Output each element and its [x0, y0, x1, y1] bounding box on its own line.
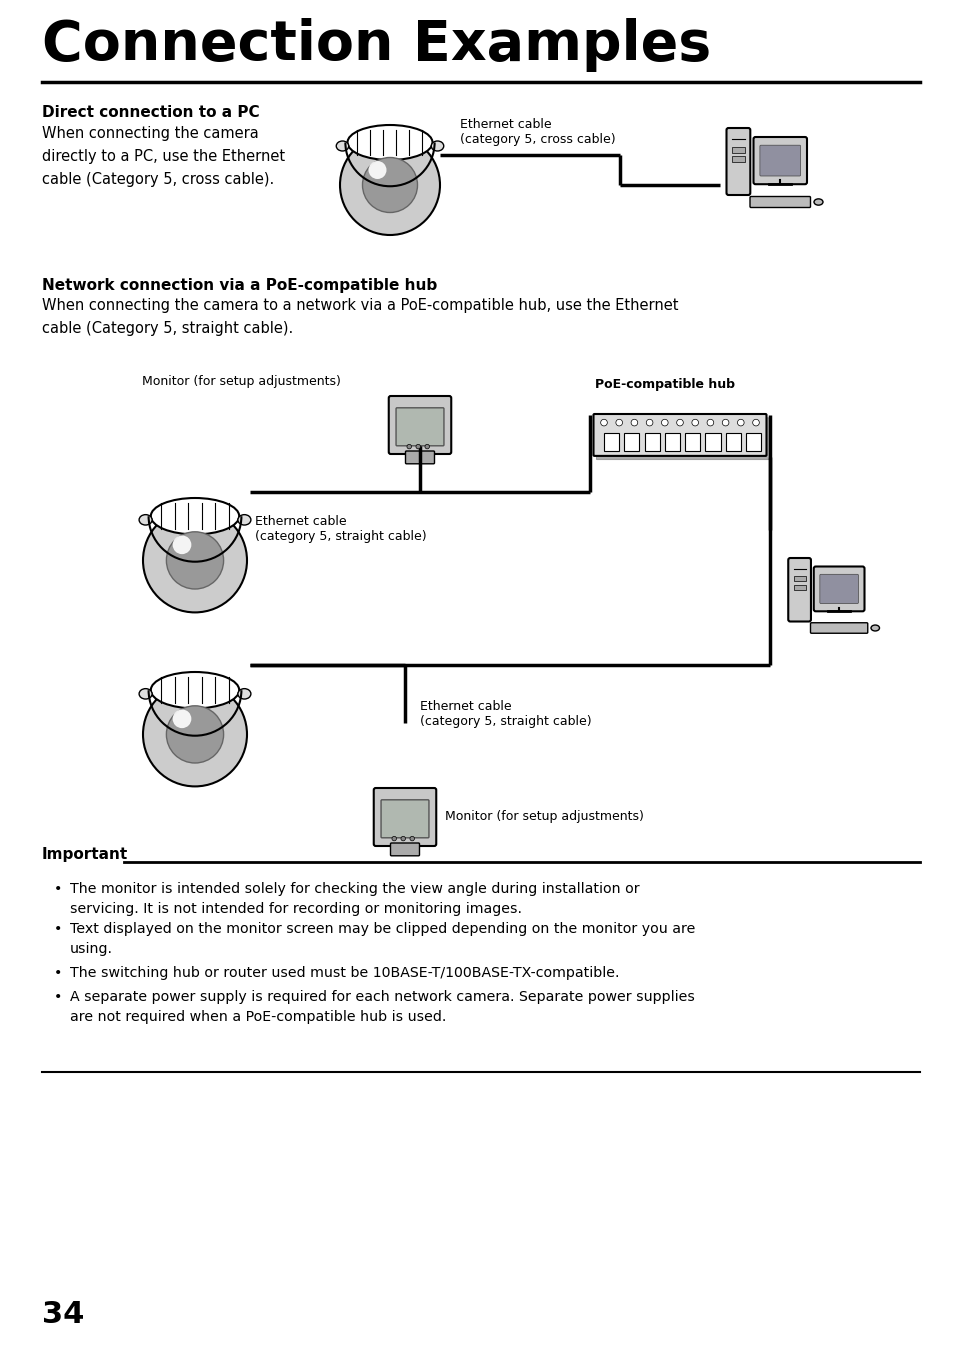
Bar: [704, 433, 720, 452]
Text: When connecting the camera
directly to a PC, use the Ethernet
cable (Category 5,: When connecting the camera directly to a…: [42, 126, 285, 187]
Text: Direct connection to a PC: Direct connection to a PC: [42, 105, 259, 120]
Text: Monitor (for setup adjustments): Monitor (for setup adjustments): [444, 810, 643, 823]
Circle shape: [362, 157, 417, 212]
Circle shape: [721, 419, 728, 426]
Ellipse shape: [151, 672, 239, 708]
Text: •: •: [54, 965, 62, 980]
Bar: [793, 576, 804, 581]
Ellipse shape: [139, 515, 152, 525]
Bar: [745, 433, 760, 452]
Bar: [731, 155, 744, 161]
FancyBboxPatch shape: [395, 408, 443, 446]
Bar: [664, 433, 679, 452]
FancyBboxPatch shape: [813, 566, 863, 611]
Ellipse shape: [151, 498, 239, 534]
FancyBboxPatch shape: [810, 623, 867, 633]
Ellipse shape: [870, 625, 879, 631]
Circle shape: [600, 419, 607, 426]
Circle shape: [631, 419, 637, 426]
Bar: [644, 433, 659, 452]
Ellipse shape: [237, 515, 251, 525]
FancyBboxPatch shape: [760, 145, 800, 176]
Bar: [793, 584, 804, 589]
Circle shape: [616, 419, 622, 426]
Circle shape: [166, 531, 223, 589]
Circle shape: [368, 161, 386, 178]
FancyBboxPatch shape: [787, 558, 810, 622]
Circle shape: [645, 419, 652, 426]
Ellipse shape: [813, 199, 822, 206]
Ellipse shape: [237, 688, 251, 699]
Circle shape: [172, 710, 192, 729]
Circle shape: [416, 445, 420, 449]
FancyBboxPatch shape: [726, 128, 749, 195]
Text: •: •: [54, 882, 62, 896]
Circle shape: [143, 508, 247, 612]
Circle shape: [676, 419, 682, 426]
FancyBboxPatch shape: [405, 452, 434, 464]
FancyBboxPatch shape: [753, 137, 806, 184]
Circle shape: [143, 683, 247, 787]
FancyBboxPatch shape: [374, 788, 436, 846]
Ellipse shape: [335, 141, 349, 151]
Bar: [725, 433, 740, 452]
Text: •: •: [54, 922, 62, 936]
Text: Text displayed on the monitor screen may be clipped depending on the monitor you: Text displayed on the monitor screen may…: [70, 922, 695, 956]
Circle shape: [706, 419, 713, 426]
Bar: [684, 433, 700, 452]
Text: 34: 34: [42, 1301, 84, 1329]
Text: Ethernet cable
(category 5, straight cable): Ethernet cable (category 5, straight cab…: [254, 515, 426, 544]
Circle shape: [737, 419, 743, 426]
Bar: [731, 147, 744, 153]
Text: Network connection via a PoE-compatible hub: Network connection via a PoE-compatible …: [42, 279, 436, 293]
Circle shape: [407, 445, 411, 449]
Text: Ethernet cable
(category 5, straight cable): Ethernet cable (category 5, straight cab…: [419, 700, 591, 727]
Text: Important: Important: [42, 846, 128, 863]
FancyBboxPatch shape: [593, 414, 765, 456]
Circle shape: [410, 837, 414, 841]
FancyBboxPatch shape: [596, 418, 768, 460]
Circle shape: [339, 135, 439, 235]
Text: A separate power supply is required for each network camera. Separate power supp: A separate power supply is required for …: [70, 990, 694, 1023]
FancyBboxPatch shape: [749, 196, 810, 207]
Ellipse shape: [139, 688, 152, 699]
Circle shape: [424, 445, 429, 449]
FancyBboxPatch shape: [819, 575, 858, 603]
Text: Monitor (for setup adjustments): Monitor (for setup adjustments): [142, 375, 340, 388]
Text: •: •: [54, 990, 62, 1005]
Text: The switching hub or router used must be 10BASE-T/100BASE-TX-compatible.: The switching hub or router used must be…: [70, 965, 618, 980]
Text: When connecting the camera to a network via a PoE-compatible hub, use the Ethern: When connecting the camera to a network …: [42, 297, 678, 335]
Bar: [623, 433, 639, 452]
Circle shape: [172, 535, 192, 554]
FancyBboxPatch shape: [390, 844, 419, 856]
Circle shape: [660, 419, 667, 426]
Circle shape: [400, 837, 405, 841]
Text: Ethernet cable
(category 5, cross cable): Ethernet cable (category 5, cross cable): [459, 118, 615, 146]
Circle shape: [166, 706, 223, 763]
Text: Connection Examples: Connection Examples: [42, 18, 711, 72]
Text: The monitor is intended solely for checking the view angle during installation o: The monitor is intended solely for check…: [70, 882, 639, 917]
FancyBboxPatch shape: [388, 396, 451, 454]
Circle shape: [392, 837, 396, 841]
Text: PoE-compatible hub: PoE-compatible hub: [595, 379, 734, 391]
Ellipse shape: [347, 124, 432, 160]
Circle shape: [691, 419, 698, 426]
Bar: [603, 433, 618, 452]
Circle shape: [752, 419, 759, 426]
Ellipse shape: [431, 141, 443, 151]
FancyBboxPatch shape: [380, 800, 429, 838]
